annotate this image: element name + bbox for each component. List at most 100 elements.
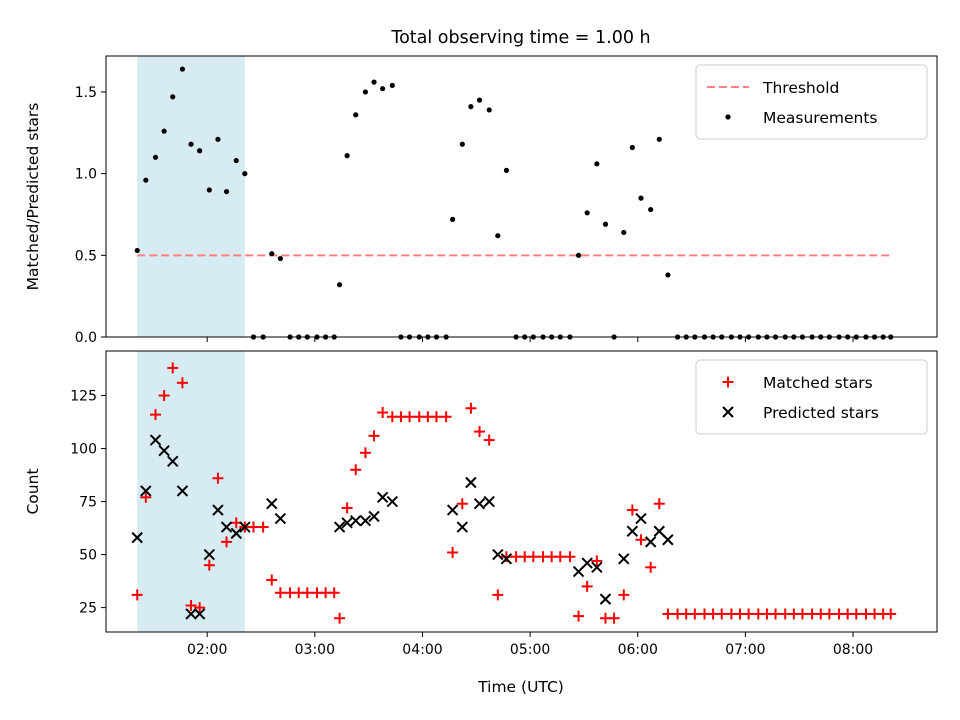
x-tick-label: 06:00 <box>618 642 658 658</box>
legend-label: Threshold <box>762 79 839 97</box>
y-tick-label: 75 <box>79 495 97 511</box>
data-point <box>134 247 140 254</box>
data-point <box>743 608 755 620</box>
x-tick-label: 04:00 <box>402 642 442 658</box>
data-point <box>350 514 362 527</box>
x-tick-label: 03:00 <box>295 642 335 658</box>
data-point <box>176 485 189 497</box>
data-point <box>446 504 459 516</box>
data-point <box>301 587 313 599</box>
data-point <box>626 525 639 537</box>
data-point <box>203 559 215 571</box>
top-panel-legend: Threshold Measurements <box>695 64 928 140</box>
data-point <box>170 94 176 100</box>
y-tick-label: 0.5 <box>75 248 97 264</box>
data-point <box>266 497 278 510</box>
data-point <box>629 144 635 151</box>
data-point <box>206 187 212 193</box>
data-point <box>353 112 359 118</box>
data-point <box>564 551 576 563</box>
bottom-panel-ylabel: Count <box>24 468 42 514</box>
y-tick-label: 1.0 <box>75 167 97 183</box>
data-point <box>638 195 644 201</box>
data-point <box>500 551 512 563</box>
data-point <box>465 402 477 414</box>
top-panel: 0.0 0.5 1.0 1.5 Matched/Predicted stars Thr… <box>24 55 938 346</box>
data-point <box>194 602 206 614</box>
data-point <box>341 502 353 514</box>
data-point <box>404 411 416 423</box>
x-tick-label: 08:00 <box>833 642 873 658</box>
data-point <box>233 157 239 164</box>
count-points <box>131 362 897 624</box>
data-point <box>665 272 671 278</box>
data-point <box>716 608 728 620</box>
data-point <box>185 608 197 620</box>
series-measurements <box>134 66 894 340</box>
legend-frame <box>695 359 928 435</box>
data-point <box>176 377 188 389</box>
data-point <box>486 107 492 113</box>
data-point <box>336 282 343 288</box>
data-point <box>368 430 380 442</box>
legend-marker <box>725 114 731 120</box>
data-point <box>368 510 380 523</box>
x-tick-label: 07:00 <box>725 642 765 658</box>
data-point <box>242 171 248 177</box>
data-point <box>377 407 389 419</box>
data-point <box>456 498 468 510</box>
plot-frame <box>105 55 938 338</box>
data-point <box>188 141 194 147</box>
data-point <box>380 86 386 92</box>
data-point <box>770 608 782 620</box>
data-point <box>483 495 495 508</box>
bottom-panel-shaded-span <box>137 351 245 632</box>
legend-marker <box>722 376 734 388</box>
data-point <box>167 362 179 374</box>
y-tick-label: 25 <box>79 601 97 617</box>
data-point <box>131 589 143 601</box>
data-point <box>483 434 495 446</box>
data-point <box>212 504 224 516</box>
data-point <box>389 82 395 89</box>
data-point <box>644 536 657 548</box>
data-point <box>554 551 566 563</box>
data-point <box>440 411 452 423</box>
data-point <box>158 390 170 402</box>
data-point <box>608 612 620 624</box>
top-panel-shaded-span <box>137 56 245 337</box>
data-point <box>140 485 152 497</box>
series-predicted-stars <box>131 434 674 620</box>
bottom-panel-legend: Matched stars Predicted stars <box>695 359 928 435</box>
top-panel-ylabel: Matched/Predicted stars <box>24 103 42 291</box>
data-point <box>602 221 609 227</box>
y-tick-label: 125 <box>70 389 97 405</box>
data-point <box>150 409 162 421</box>
data-point <box>269 251 275 257</box>
data-point <box>850 608 862 620</box>
bottom-panel: 25 50 75 100 125 02:00 03:00 04:00 05:00 06:00 07:… <box>24 350 938 696</box>
data-point <box>473 497 486 510</box>
y-tick-label: 1.5 <box>75 85 97 101</box>
data-point <box>143 177 149 183</box>
data-point <box>359 447 371 459</box>
data-point <box>386 495 399 508</box>
data-point <box>468 104 474 110</box>
data-point <box>362 89 369 95</box>
data-point <box>239 521 251 533</box>
x-tick-label: 02:00 <box>187 642 227 658</box>
data-point <box>203 548 216 561</box>
data-point <box>459 141 465 147</box>
figure-title: Total observing time = 1.00 h <box>390 28 650 48</box>
data-point <box>689 608 701 620</box>
data-point <box>495 233 501 239</box>
data-point <box>247 521 259 533</box>
data-point <box>223 188 230 195</box>
data-point <box>572 565 585 578</box>
data-point <box>350 464 362 476</box>
y-tick-label: 0.0 <box>75 330 97 346</box>
data-point <box>503 167 510 173</box>
data-point <box>266 574 278 586</box>
data-point <box>581 580 593 592</box>
